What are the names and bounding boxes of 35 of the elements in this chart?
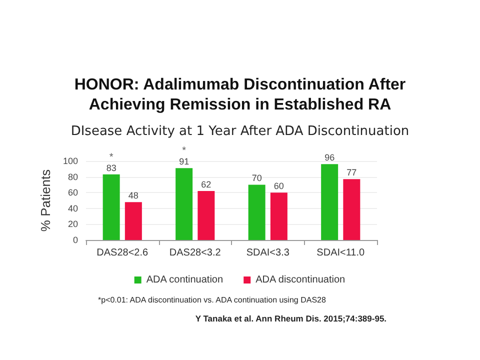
bar: [343, 179, 360, 240]
y-tick-label: 40: [68, 203, 78, 214]
chart-title: HONOR: Adalimumab Discontinuation After Achieving Remission in Established RA: [74, 76, 406, 114]
x-tick-label: SDAI<11.0: [316, 248, 366, 258]
x-tick-label: DAS28<3.2: [169, 248, 222, 258]
y-tick-label: 0: [72, 235, 78, 245]
y-axis-title: % Patients: [38, 168, 54, 232]
legend-label: ADA continuation: [146, 274, 224, 286]
y-tick-label: 100: [62, 156, 78, 166]
data-label: 83: [106, 162, 116, 173]
data-label: 70: [252, 173, 262, 184]
bar: [176, 168, 193, 240]
data-label: 91: [179, 156, 190, 167]
data-label: 77: [346, 168, 357, 178]
x-tick-label: DAS28<2.6: [96, 248, 149, 258]
annotation: *: [182, 146, 186, 157]
bar: [270, 192, 288, 240]
data-label: 62: [201, 180, 212, 190]
data-label: 48: [128, 190, 138, 201]
bar: [321, 164, 338, 240]
legend-label: ADA discontinuation: [256, 274, 346, 286]
bar: [124, 202, 142, 240]
y-tick-label: 20: [68, 219, 78, 230]
bar: [248, 184, 266, 240]
annotation: *: [109, 152, 114, 163]
chart-subtitle: DIsease Activity at 1 Year After ADA Discontinuation: [70, 124, 410, 139]
x-tick-label: SDAI<3.3: [246, 248, 290, 258]
text: *p<0.01: ADA discontinuation vs. ADA continuation using DAS28: [98, 296, 326, 304]
bar: [198, 191, 215, 240]
text: Y Tanaka et al. Ann Rheum Dis. 2015;74:389-95.: [195, 314, 387, 324]
bar: [102, 174, 120, 240]
y-tick-label: 80: [68, 172, 78, 182]
y-tick-label: 60: [68, 188, 78, 198]
data-label: 60: [274, 181, 284, 192]
data-label: 96: [324, 152, 335, 163]
